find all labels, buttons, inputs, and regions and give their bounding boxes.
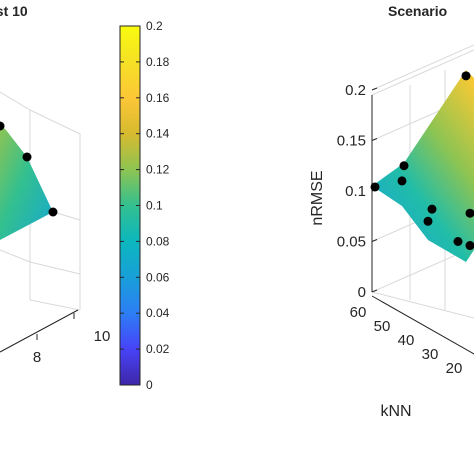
right-y-axis [371, 295, 474, 355]
colorbar-tick-label: 0.2 [146, 19, 163, 33]
right-z-tick [371, 239, 378, 242]
right-y-tick-label: 20 [446, 360, 463, 377]
left-x-ticks [36, 313, 75, 340]
right-z-tick-label: 0 [358, 284, 366, 301]
right-z-ticks: 0.2 0.15 0.1 0.05 0 [337, 82, 378, 301]
left-x-axis [0, 309, 79, 353]
left-surface [0, 125, 53, 240]
colorbar: 0.2 0.18 0.16 0.14 0.12 0.1 0.08 0.06 0.04 0.02 0 [119, 19, 170, 392]
colorbar-tick-label: 0.18 [146, 55, 170, 69]
right-z-tick [371, 289, 378, 293]
left-data-point [22, 152, 32, 162]
left-x-tick-label-8: 8 [33, 349, 41, 366]
colorbar-tick-label: 0.08 [146, 234, 170, 248]
right-z-tick-label: 0.2 [345, 82, 366, 99]
colorbar-ticks: 0.2 0.18 0.16 0.14 0.12 0.1 0.08 0.06 0.04 0.02 0 [120, 19, 170, 392]
left-data-point [0, 121, 5, 131]
left-data-point [48, 207, 58, 217]
right-y-axis-label: kNN [380, 403, 411, 420]
colorbar-tick-label: 0.16 [146, 91, 170, 105]
left-x-tick-label-10: 10 [94, 328, 111, 345]
right-z-tick-label: 0.1 [345, 183, 366, 200]
right-data-point [461, 71, 471, 81]
right-y-tick-label: 50 [374, 318, 391, 335]
right-surface [372, 70, 474, 262]
right-y-ticks: 60 50 40 30 20 [350, 304, 463, 377]
colorbar-tick-label: 0.02 [146, 342, 170, 356]
right-chart: Scenario 0.2 0.15 0.1 0.05 0 60 50 40 30 20 nRMS… [309, 3, 474, 420]
left-grid [0, 91, 81, 311]
left-data-points [0, 121, 58, 217]
right-chart-title: Scenario [388, 3, 447, 19]
right-y-tick-label: 40 [398, 332, 415, 349]
left-chart-title: ast 10 [0, 3, 28, 19]
right-data-point [453, 237, 463, 246]
right-data-point [397, 176, 407, 186]
colorbar-tick-label: 0.14 [146, 127, 170, 141]
right-z-tick [371, 138, 378, 141]
right-data-point [465, 208, 474, 218]
right-data-point [399, 161, 409, 171]
right-data-point [423, 216, 433, 226]
right-data-point [465, 241, 474, 251]
right-data-point [370, 182, 380, 192]
colorbar-tick-label: 0 [146, 378, 153, 392]
right-z-gridline [371, 44, 474, 91]
right-y-tick-label: 60 [350, 304, 367, 321]
colorbar-tick-label: 0.1 [146, 199, 163, 213]
colorbar-tick-label: 0.06 [146, 270, 170, 284]
colorbar-tick-label: 0.04 [146, 306, 170, 320]
right-z-axis-label: nRMSE [309, 170, 326, 225]
right-y-tick-label: 30 [422, 346, 439, 363]
right-data-point [427, 204, 437, 214]
right-z-tick-label: 0.15 [337, 133, 366, 150]
right-data-points [370, 71, 474, 251]
right-z-tick-label: 0.05 [337, 234, 366, 251]
left-chart: ast 10 8 10 [0, 3, 110, 366]
right-z-tick [371, 87, 378, 91]
colorbar-tick-label: 0.12 [146, 163, 170, 177]
